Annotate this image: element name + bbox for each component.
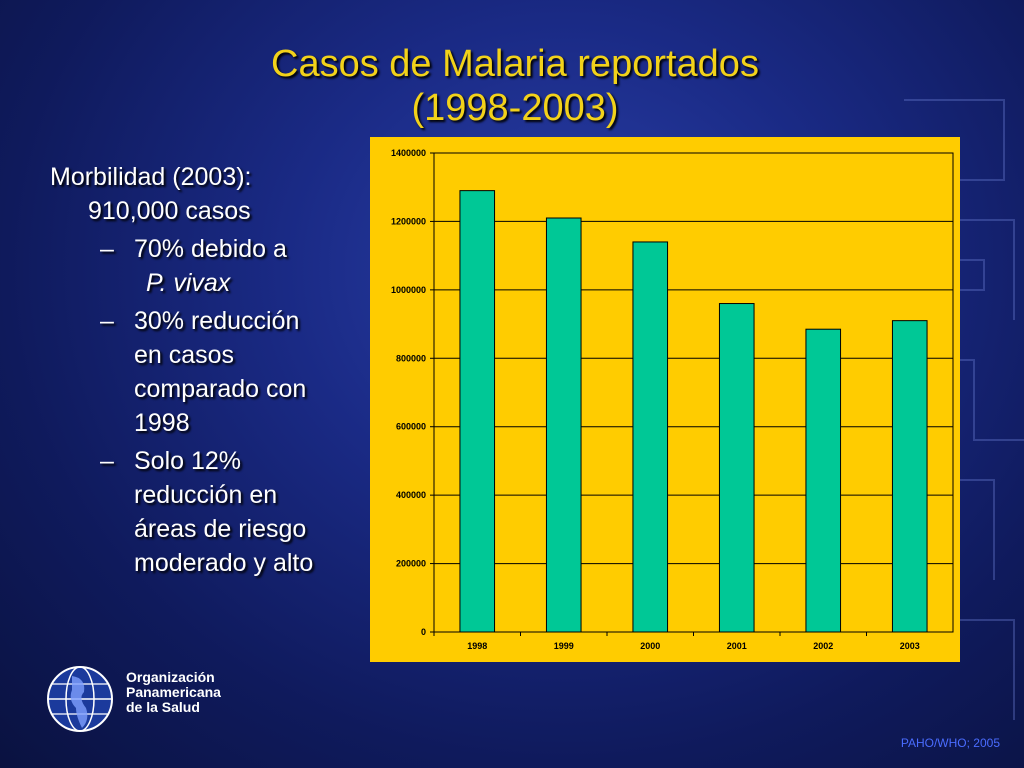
y-tick-label: 800000: [396, 353, 426, 363]
sub-bullet-vivax: – 70% debido a P. vivax: [50, 232, 360, 300]
y-tick-label: 0: [421, 627, 426, 637]
bullet-text: Morbilidad (2003):: [50, 163, 252, 191]
bullet-list: Morbilidad (2003): 910,000 casos – 70% d…: [50, 160, 360, 580]
bullet-text: áreas de riesgo: [134, 515, 307, 543]
sub-bullet-riesgo: – Solo 12% reducción en áreas de riesgo …: [50, 444, 360, 580]
dash-marker: –: [100, 235, 114, 263]
globe-icon: [47, 666, 113, 732]
bullet-text: moderado y alto: [134, 549, 314, 577]
title-line-2: (1998-2003): [411, 87, 619, 129]
y-tick-label: 1000000: [391, 285, 426, 295]
bar-1998: [459, 190, 496, 633]
dash-marker: –: [100, 447, 114, 475]
bar-2002: [805, 328, 842, 633]
bar-2001: [718, 303, 755, 633]
y-tick-label: 1200000: [391, 216, 426, 226]
footer-credit: PAHO/WHO; 2005: [900, 736, 1000, 750]
bullet-text: 1998: [134, 409, 190, 437]
dash-marker: –: [100, 307, 114, 335]
x-tick-label: 2000: [640, 641, 660, 651]
bullet-text: Solo 12%: [134, 447, 242, 475]
bullet-text: 70% debido a: [134, 235, 287, 263]
x-tick-label: 2002: [813, 641, 833, 651]
x-tick-label: 1999: [554, 641, 574, 651]
bar-2003: [891, 320, 928, 633]
organization-name: Organización Panamericana de la Salud: [126, 670, 221, 715]
chart-canvas: 0 200000 400000 600000 800000 1000000 1200000 1…: [391, 148, 954, 651]
sub-bullet-reduccion: – 30% reducción en casos comparado con 1…: [50, 304, 360, 440]
x-tick-label: 2003: [900, 641, 920, 651]
bullet-text: comparado con: [134, 375, 307, 403]
org-line-1: Organización: [126, 669, 215, 685]
org-line-3: de la Salud: [126, 699, 200, 715]
org-line-2: Panamericana: [126, 684, 221, 700]
title-line-1: Casos de Malaria reportados: [271, 43, 759, 85]
slide-title: Casos de Malaria reportados (1998-2003): [230, 42, 800, 130]
x-tick-label: 2001: [727, 641, 747, 651]
bullet-text: en casos: [134, 341, 235, 369]
bar-1999: [545, 217, 582, 633]
y-tick-label: 400000: [396, 490, 426, 500]
bar-chart: 0 200000 400000 600000 800000 1000000 1200000 1…: [370, 137, 960, 662]
bullet-morbilidad: Morbilidad (2003): 910,000 casos: [50, 160, 360, 228]
y-tick-label: 1400000: [391, 148, 426, 158]
bullet-text: 910,000 casos: [88, 197, 251, 225]
bullet-text: reducción en: [134, 481, 278, 509]
y-tick-label: 200000: [396, 559, 426, 569]
y-tick-label: 600000: [396, 422, 426, 432]
bullet-text-italic: P. vivax: [146, 269, 231, 297]
plot-area: [433, 152, 954, 633]
bar-2000: [632, 241, 669, 633]
bullet-text: 30% reducción: [134, 307, 300, 335]
x-tick-label: 1998: [467, 641, 487, 651]
